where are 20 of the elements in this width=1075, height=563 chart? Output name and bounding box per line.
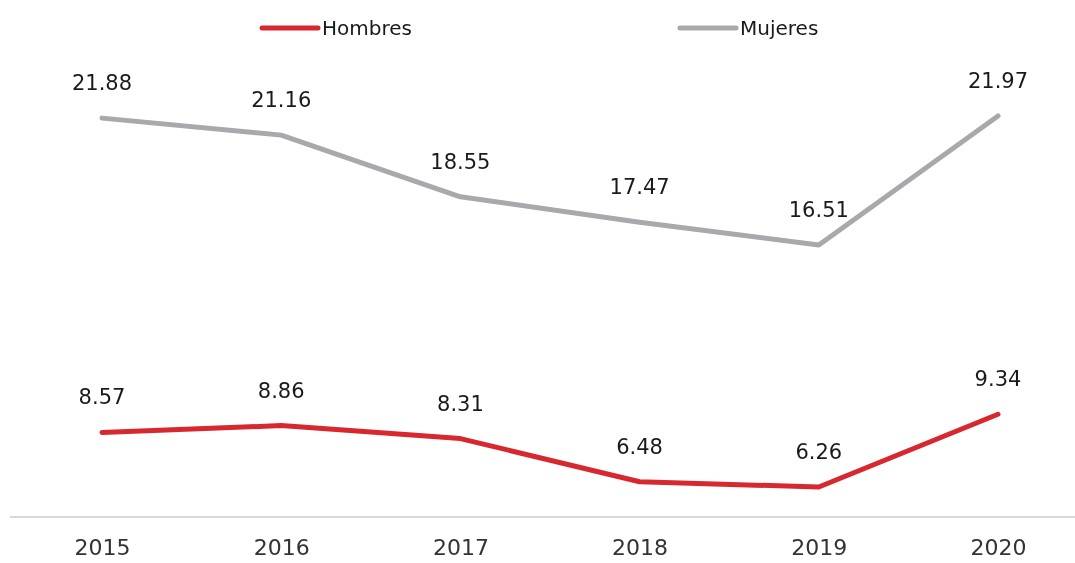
data-label: 8.31 [437, 391, 484, 416]
data-label: 21.88 [71, 71, 133, 96]
data-label: 8.86 [257, 378, 305, 403]
x-tick-label: 2018 [612, 534, 669, 560]
data-label: 8.57 [78, 385, 126, 410]
x-tick-label: 2017 [432, 534, 489, 560]
data-label: 21.97 [967, 69, 1029, 93]
data-label: 18.55 [430, 149, 491, 174]
legend-label: Mujeres [740, 16, 819, 40]
data-label: 21.16 [251, 88, 312, 113]
x-tick-label: 2019 [791, 534, 848, 560]
data-label: 16.51 [788, 197, 849, 222]
legend-label: Hombres [322, 16, 412, 40]
x-tick-label: 2016 [253, 534, 310, 560]
data-label: 17.47 [609, 175, 670, 200]
data-label: 9.34 [974, 367, 1022, 392]
x-tick-label: 2020 [970, 534, 1027, 560]
data-label: 6.26 [795, 440, 843, 464]
data-label: 6.48 [616, 434, 663, 459]
x-tick-label: 2015 [74, 534, 131, 560]
